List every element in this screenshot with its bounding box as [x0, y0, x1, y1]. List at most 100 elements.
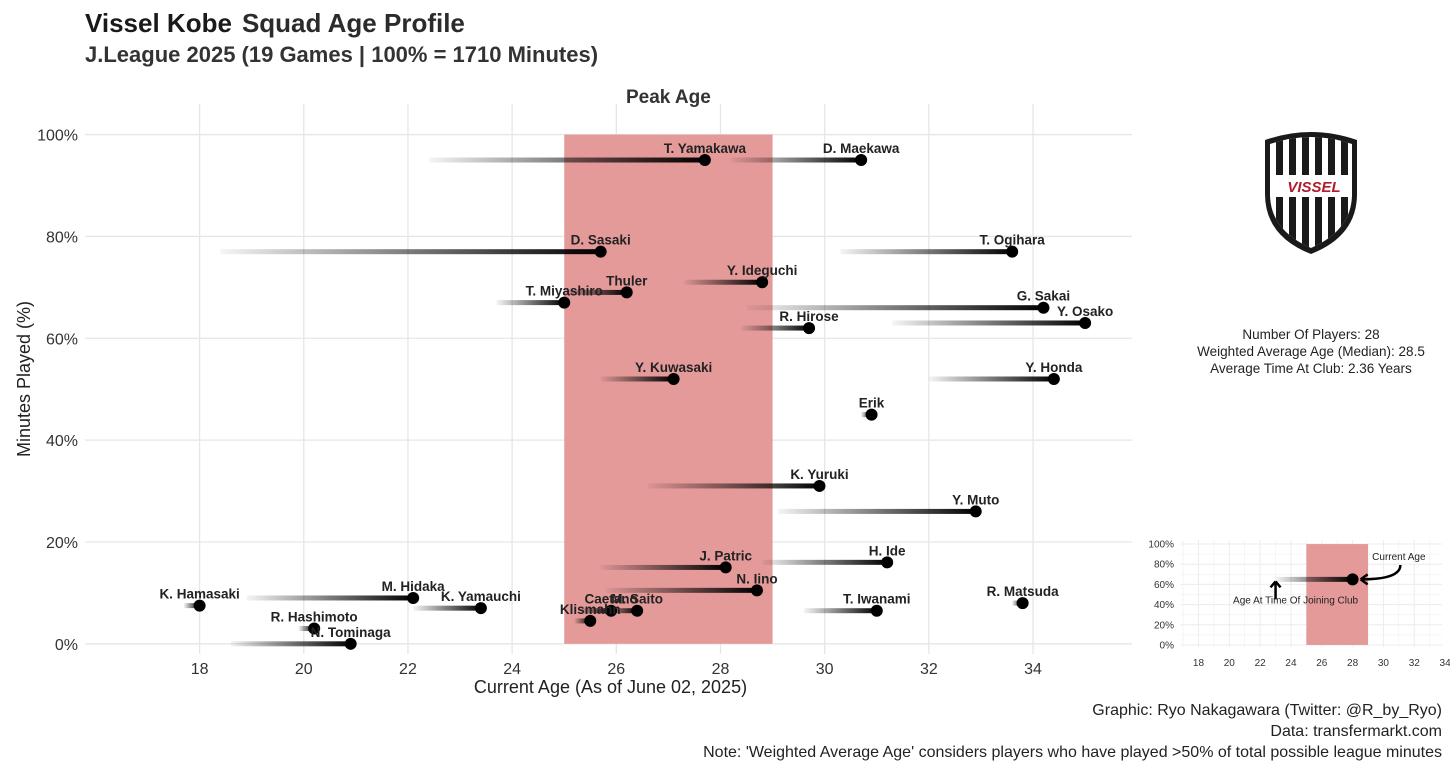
tenure-line-d-maekawa	[730, 157, 862, 163]
tenure-line-y-osako	[892, 320, 1086, 326]
inset-y-tick-label: 0%	[1160, 640, 1175, 651]
tenure-line-g-sakai	[746, 305, 1044, 311]
player-point-d-sasaki	[594, 245, 607, 258]
player-point-k-yamauchi	[474, 602, 487, 615]
player-label-k-yuruki: K. Yuruki	[790, 467, 848, 482]
player-label-n-tominaga: N. Tominaga	[311, 625, 391, 640]
tenure-line-n-tominaga	[230, 641, 351, 647]
inset-x-tick-label: 26	[1316, 658, 1328, 669]
player-point-n-iino	[750, 584, 763, 597]
player-point-r-hirose	[803, 322, 816, 335]
inset-y-tick-label: 40%	[1154, 600, 1174, 611]
player-point-m-hidaka	[407, 591, 420, 604]
player-label-r-hashimoto: R. Hashimoto	[271, 610, 358, 625]
player-point-y-muto	[969, 505, 982, 518]
player-point-caetano	[605, 604, 618, 617]
tenure-line-y-honda	[928, 376, 1054, 382]
player-point-d-maekawa	[855, 154, 868, 167]
tenure-line-caetano	[579, 608, 612, 614]
player-label-n-iino: N. Iino	[736, 571, 777, 586]
inset-joining-arrowhead	[1269, 580, 1282, 589]
player-point-j-patric	[719, 561, 732, 574]
inset-current-age-arrowhead	[1359, 573, 1369, 586]
tenure-line-k-yuruki	[647, 483, 820, 489]
tenure-line-j-patric	[600, 564, 726, 570]
inset-y-tick-label: 100%	[1148, 540, 1174, 551]
y-tick-label: 100%	[37, 128, 78, 145]
player-label-k-hamasaki: K. Hamasaki	[159, 587, 239, 602]
player-point-y-kuwasaki	[667, 373, 680, 385]
player-point-erik	[865, 408, 878, 421]
inset-x-tick-label: 24	[1285, 658, 1297, 669]
tenure-line-r-hirose	[741, 325, 810, 331]
inset-x-tick-label: 22	[1255, 658, 1267, 669]
tenure-line-n-iino	[605, 587, 757, 593]
player-point-r-hashimoto	[308, 622, 321, 635]
player-point-h-ide	[881, 556, 894, 569]
inset-x-tick-label: 30	[1378, 658, 1390, 669]
player-point-klismahn	[584, 614, 597, 627]
tenure-line-d-sasaki	[220, 249, 601, 255]
player-label-d-maekawa: D. Maekawa	[823, 141, 900, 156]
player-label-y-muto: Y. Muto	[952, 492, 999, 507]
player-label-g-sakai: G. Sakai	[1017, 289, 1070, 304]
x-tick-label: 32	[920, 661, 938, 678]
legend-inset-chart: Current Age Age At Time Of Joining Club 1…	[1148, 540, 1450, 669]
tenure-line-t-yamakawa	[428, 157, 705, 163]
inset-peak-age-band	[1306, 544, 1369, 645]
x-tick-label: 24	[503, 661, 521, 678]
player-point-t-iwanami	[870, 604, 883, 617]
tenure-line-t-iwanami	[803, 608, 877, 614]
inset-current-age-label: Current Age	[1372, 552, 1426, 563]
tenure-line-r-hashimoto	[298, 626, 315, 632]
peak-age-band	[564, 134, 773, 644]
player-label-y-ideguchi: Y. Ideguchi	[727, 263, 798, 278]
inset-point	[1346, 573, 1359, 586]
player-label-t-iwanami: T. Iwanami	[843, 592, 911, 607]
player-point-m-saito	[631, 604, 644, 617]
inset-x-tick-label: 32	[1409, 658, 1421, 669]
inset-y-tick-label: 20%	[1154, 620, 1174, 631]
inset-y-tick-label: 80%	[1154, 560, 1174, 571]
inset-y-tick-label: 60%	[1154, 580, 1174, 591]
stat-average-time-at-club: Average Time At Club: 2.36 Years	[1210, 361, 1412, 376]
player-label-r-hirose: R. Hirose	[779, 309, 839, 324]
x-tick-label: 30	[816, 661, 834, 678]
player-point-y-ideguchi	[756, 276, 769, 289]
player-label-thuler: Thuler	[606, 273, 648, 288]
footer-note: Note: 'Weighted Average Age' considers p…	[703, 744, 1442, 761]
player-label-t-yamakawa: T. Yamakawa	[664, 141, 747, 156]
inset-x-tick-label: 18	[1193, 658, 1205, 669]
player-label-m-hidaka: M. Hidaka	[382, 579, 446, 594]
player-label-klismahn: Klismahn	[560, 602, 621, 617]
player-label-h-ide: H. Ide	[869, 543, 906, 558]
player-point-thuler	[620, 286, 633, 299]
x-tick-label: 22	[399, 661, 417, 678]
player-label-y-kuwasaki: Y. Kuwasaki	[635, 360, 712, 375]
inset-x-tick-label: 34	[1440, 658, 1450, 669]
tenure-line-k-hamasaki	[183, 603, 200, 609]
x-tick-label: 34	[1024, 661, 1042, 678]
tenure-line-thuler	[564, 289, 627, 295]
y-tick-label: 20%	[46, 535, 78, 552]
title-rest: Squad Age Profile	[241, 8, 465, 38]
inset-current-age-arrow	[1361, 564, 1402, 581]
tenure-line-m-hidaka	[246, 595, 414, 601]
player-point-k-hamasaki	[193, 599, 206, 612]
inset-x-tick-label: 20	[1224, 658, 1236, 669]
player-point-g-sakai	[1037, 301, 1050, 314]
player-label-y-osako: Y. Osako	[1057, 304, 1113, 319]
logo-text: VISSEL	[1287, 179, 1340, 196]
y-tick-label: 40%	[46, 433, 78, 450]
inset-joining-label: Age At Time Of Joining Club	[1233, 595, 1359, 606]
tenure-line-y-ideguchi	[684, 279, 763, 285]
y-axis-title: Minutes Played (%)	[14, 301, 34, 457]
inset-x-tick-label: 28	[1347, 658, 1359, 669]
x-tick-label: 26	[607, 661, 625, 678]
player-point-t-yamakawa	[698, 154, 711, 167]
player-point-t-miyashiro	[558, 296, 571, 309]
footer-data-source: Data: transfermarkt.com	[1270, 723, 1442, 740]
player-label-caetano: Caetano	[584, 592, 637, 607]
x-tick-label: 28	[712, 661, 730, 678]
